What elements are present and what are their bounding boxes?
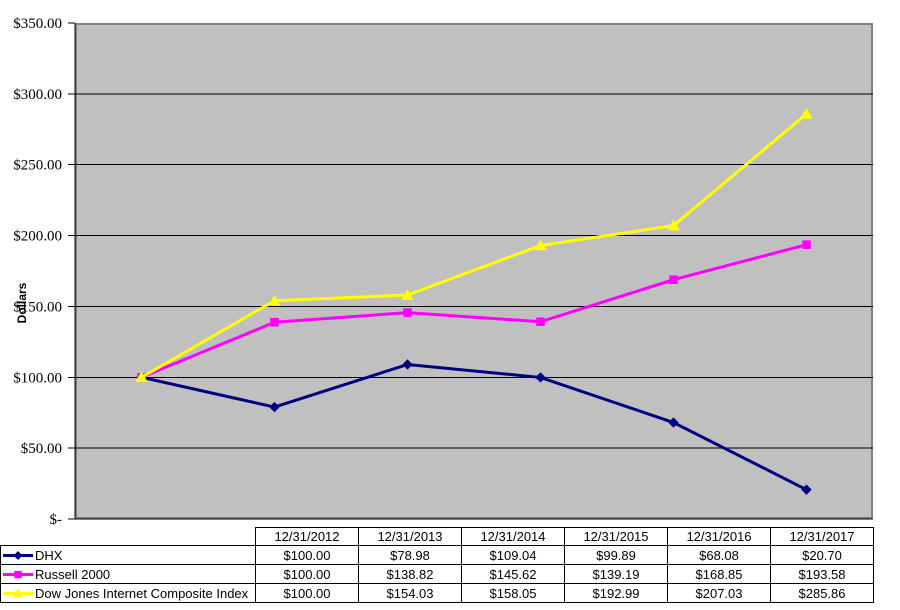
data-point-square [802, 240, 811, 249]
line-chart: $350.00 $300.00 $250.00 $200.00 $150.00 $100.… [13, 16, 873, 527]
y-axis-tick-label: $250.00 [13, 158, 62, 174]
value-cell: $285.86 [770, 583, 874, 603]
data-point-diamond [668, 417, 679, 428]
table-row: Dow Jones Internet Composite Index $100.0… [0, 583, 874, 603]
table-row: Russell 2000 $100.00 $138.82 $145.62 $139.19… [0, 564, 874, 584]
value-cell: $68.08 [667, 545, 771, 565]
value-cell: $207.03 [667, 583, 771, 603]
data-point-triangle [667, 219, 680, 231]
data-point-diamond [535, 372, 546, 383]
series-label-cell: DHX [0, 545, 256, 565]
series-line-dhx [141, 362, 808, 492]
table-header-cell: 12/31/2013 [358, 527, 462, 546]
value-cell: $100.00 [255, 564, 359, 584]
legend-marker [12, 588, 24, 597]
data-point-triangle [534, 239, 547, 251]
table-header-cell: 12/31/2012 [255, 527, 359, 546]
value-cell: $109.04 [461, 545, 565, 565]
table-corner-cell [1, 528, 256, 546]
value-cell: $154.03 [358, 583, 462, 603]
table-header-cell: 12/31/2016 [667, 527, 771, 546]
data-point-diamond [269, 401, 280, 413]
table-header-cell: 12/31/2017 [770, 527, 874, 546]
value-cell: $100.00 [255, 545, 359, 565]
value-cell: $78.98 [358, 545, 462, 565]
y-axis-title: Dollars [15, 282, 29, 323]
table-row: DHX $100.00 $78.98 $109.04 $99.89 $68.08 $20.7… [0, 545, 874, 565]
value-cell: $168.85 [667, 564, 771, 584]
table-body: DHX $100.00 $78.98 $109.04 $99.89 $68.08 $20.7… [0, 545, 874, 603]
legend-square-icon [3, 570, 33, 578]
series-label: Dow Jones Internet Composite Index [35, 585, 249, 601]
value-cell: $139.19 [564, 564, 668, 584]
data-point-square [270, 318, 279, 327]
legend-triangle-icon [3, 588, 33, 597]
series-line-dow-jones-internet-composite-index [140, 112, 808, 379]
data-point-triangle [800, 107, 813, 119]
value-cell: $193.58 [770, 564, 874, 584]
legend-diamond-icon [3, 550, 33, 560]
value-cell: $138.82 [358, 564, 462, 584]
data-point-diamond [801, 484, 812, 495]
value-cell: $192.99 [564, 583, 668, 603]
series-label: DHX [35, 547, 63, 563]
data-point-triangle [401, 289, 414, 300]
value-cell: $145.62 [461, 564, 565, 584]
data-point-triangle [135, 371, 148, 383]
y-axis-tick-label: $300.00 [13, 87, 62, 103]
table-header-row: 12/31/2012 12/31/2013 12/31/2014 12/31/2015… [1, 527, 874, 546]
data-point-square [536, 317, 545, 327]
series-line-russell-2000 [140, 243, 807, 379]
value-cell: $99.89 [564, 545, 668, 565]
series-label: Russell 2000 [35, 566, 111, 582]
series-label-cell: Russell 2000 [0, 564, 256, 584]
value-cell: $100.00 [255, 583, 359, 603]
value-cell: $20.70 [770, 545, 874, 565]
y-axis-tick-label: $100.00 [13, 370, 62, 386]
y-axis-tick-label: $350.00 [13, 16, 62, 32]
legend-marker [13, 550, 23, 560]
y-axis-tick-label: $- [50, 512, 63, 527]
table-header-cell: 12/31/2015 [564, 527, 668, 546]
data-point-diamond [402, 359, 413, 370]
y-axis-tick-label: $150.00 [13, 299, 62, 315]
table-header-cell: 12/31/2014 [461, 527, 565, 546]
data-point-square [669, 275, 678, 284]
y-axis-tick-label: $200.00 [13, 229, 62, 245]
series-label-cell: Dow Jones Internet Composite Index [0, 583, 256, 603]
legend-marker [14, 570, 22, 578]
value-cell: $158.05 [461, 583, 565, 603]
performance-table: 12/31/2012 12/31/2013 12/31/2014 12/31/2015… [0, 527, 874, 603]
data-point-square [403, 308, 412, 317]
y-axis-tick-label: $50.00 [21, 441, 62, 457]
data-point-triangle [268, 294, 281, 306]
